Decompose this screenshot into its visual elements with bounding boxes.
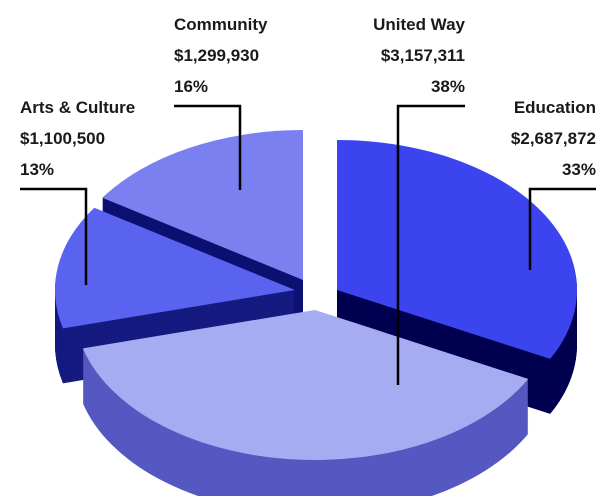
label-arts-culture-amount: $1,100,500	[20, 129, 105, 148]
slice-top-arts-culture	[55, 207, 296, 329]
label-education: Education $2,687,872 33%	[511, 98, 596, 179]
label-united-way-name: United Way	[373, 15, 465, 34]
slice-arts-culture	[55, 207, 296, 384]
label-education-percent: 33%	[562, 160, 596, 179]
leader-line-united-way	[396, 104, 465, 385]
label-arts-culture: Arts & Culture $1,100,500 13%	[20, 98, 135, 179]
label-community-percent: 16%	[174, 77, 208, 96]
pie-slices	[55, 130, 577, 496]
slice-top-united-way	[82, 310, 529, 461]
label-community: Community $1,299,930 16%	[174, 15, 268, 96]
label-arts-culture-percent: 13%	[20, 160, 54, 179]
leader-line-arts-culture	[20, 187, 88, 285]
label-education-amount: $2,687,872	[511, 129, 596, 148]
slice-united-way	[82, 310, 529, 496]
label-education-name: Education	[514, 98, 596, 117]
label-united-way-percent: 38%	[431, 77, 465, 96]
label-arts-culture-name: Arts & Culture	[20, 98, 135, 117]
label-united-way: United Way $3,157,311 38%	[373, 15, 465, 96]
label-community-name: Community	[174, 15, 268, 34]
label-united-way-amount: $3,157,311	[381, 46, 465, 65]
leader-line-community	[174, 104, 242, 190]
slice-top-community	[102, 130, 303, 280]
leader-line-education	[528, 187, 596, 270]
label-community-amount: $1,299,930	[174, 46, 259, 65]
